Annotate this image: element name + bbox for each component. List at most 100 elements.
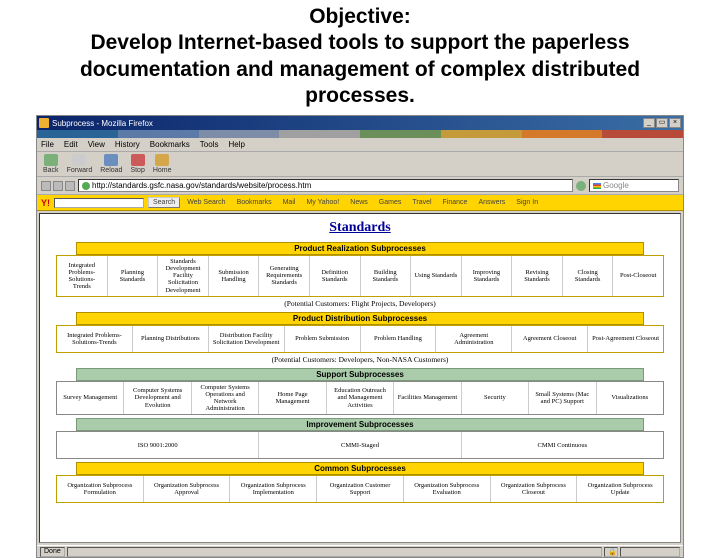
process-cell[interactable]: CMMI Continuous <box>462 432 663 458</box>
status-done: Done <box>40 547 65 557</box>
menu-edit[interactable]: Edit <box>64 140 78 149</box>
search-field[interactable]: Google <box>589 179 679 192</box>
menu-view[interactable]: View <box>88 140 105 149</box>
process-cell[interactable]: Organization Subprocess Closeout <box>491 476 578 502</box>
process-cell[interactable]: CMMI-Staged <box>259 432 461 458</box>
sections-container: Product Realization SubprocessesIntegrat… <box>46 242 674 503</box>
window-title: Subprocess - Mozilla Firefox <box>52 119 643 128</box>
firefox-icon <box>39 118 49 128</box>
section-header: Common Subprocesses <box>76 462 644 475</box>
process-cell[interactable]: Post-Closeout <box>613 256 663 296</box>
process-cell[interactable]: Small Systems (Mac and PC) Support <box>529 382 596 415</box>
section-header: Product Realization Subprocesses <box>76 242 644 255</box>
process-cell[interactable]: Closing Standards <box>563 256 614 296</box>
maximize-button[interactable]: ▭ <box>656 118 668 128</box>
process-cell[interactable]: Organization Subprocess Formulation <box>57 476 144 502</box>
forward-button[interactable]: Forward <box>65 154 95 174</box>
status-spacer <box>67 547 602 557</box>
section-footnote: (Potential Customers: Flight Projects, D… <box>46 299 674 308</box>
process-cell[interactable]: Integrated Problems-Solutions-Trends <box>57 326 133 352</box>
process-cell[interactable]: Organization Subprocess Update <box>577 476 663 502</box>
close-button[interactable]: × <box>669 118 681 128</box>
process-cell[interactable]: Integrated Problems-Solutions-Trends <box>57 256 108 296</box>
address-bar: http://standards.gsfc.nasa.gov/standards… <box>37 177 683 195</box>
yahoo-item[interactable]: Mail <box>280 199 299 206</box>
yahoo-item[interactable]: Sign In <box>513 199 541 206</box>
process-cell[interactable]: Building Standards <box>361 256 412 296</box>
yahoo-item[interactable]: Web Search <box>184 199 228 206</box>
process-cell[interactable]: Problem Submission <box>285 326 361 352</box>
process-cell[interactable]: Organization Subprocess Approval <box>144 476 231 502</box>
process-cell[interactable]: Facilities Management <box>394 382 461 415</box>
process-cell[interactable]: Generating Requirements Standards <box>259 256 310 296</box>
process-cell[interactable]: Planning Distributions <box>133 326 209 352</box>
menu-help[interactable]: Help <box>228 140 244 149</box>
section-row: Survey ManagementComputer Systems Develo… <box>56 381 664 416</box>
yahoo-item[interactable]: Bookmarks <box>234 199 275 206</box>
browser-window: Subprocess - Mozilla Firefox _ ▭ × File E… <box>36 115 684 558</box>
reload-button[interactable]: Reload <box>98 154 124 174</box>
process-cell[interactable]: Visualizations <box>597 382 663 415</box>
process-cell[interactable]: Distribution Facility Solicitation Devel… <box>209 326 285 352</box>
yahoo-item[interactable]: News <box>347 199 371 206</box>
section-header: Product Distribution Subprocesses <box>76 312 644 325</box>
decoration-colorbar <box>37 130 683 138</box>
home-button[interactable]: Home <box>151 154 174 174</box>
search-placeholder: Google <box>603 181 629 190</box>
status-zone <box>620 547 680 557</box>
yahoo-item[interactable]: Finance <box>440 199 471 206</box>
nav-toolbar: BackForwardReloadStop Home <box>37 152 683 177</box>
minimize-button[interactable]: _ <box>643 118 655 128</box>
title-line-2: Develop Internet-based tools to support … <box>40 30 680 109</box>
process-cell[interactable]: Revising Standards <box>512 256 563 296</box>
process-cell[interactable]: Problem Handling <box>361 326 437 352</box>
section-header: Support Subprocesses <box>76 368 644 381</box>
page-title: Standards <box>46 220 674 236</box>
process-cell[interactable]: ISO 9001:2000 <box>57 432 259 458</box>
site-icon <box>82 182 90 190</box>
status-bar: Done 🔒 <box>37 545 683 557</box>
process-cell[interactable]: Home Page Management <box>259 382 326 415</box>
bookmark-icons <box>41 181 75 191</box>
yahoo-item[interactable]: Travel <box>409 199 434 206</box>
stop-button[interactable]: Stop <box>128 154 146 174</box>
process-cell[interactable]: Standards Development Facility Solicitat… <box>158 256 209 296</box>
slide-title: Objective: Develop Internet-based tools … <box>0 0 720 115</box>
titlebar: Subprocess - Mozilla Firefox _ ▭ × <box>37 116 683 130</box>
process-cell[interactable]: Organization Customer Support <box>317 476 404 502</box>
process-cell[interactable]: Organization Subprocess Evaluation <box>404 476 491 502</box>
process-cell[interactable]: Post-Agreement Closeout <box>588 326 663 352</box>
go-button[interactable] <box>576 181 586 191</box>
yahoo-item[interactable]: My Yahoo! <box>303 199 342 206</box>
section-header: Improvement Subprocesses <box>76 418 644 431</box>
back-button[interactable]: Back <box>41 154 61 174</box>
yahoo-search-button[interactable]: Search <box>148 197 180 208</box>
process-cell[interactable]: Survey Management <box>57 382 124 415</box>
process-cell[interactable]: Definition Standards <box>310 256 361 296</box>
menu-tools[interactable]: Tools <box>200 140 219 149</box>
process-cell[interactable]: Education Outreach and Management Activi… <box>327 382 394 415</box>
menu-file[interactable]: File <box>41 140 54 149</box>
process-cell[interactable]: Computer Systems Operations and Network … <box>192 382 259 415</box>
yahoo-item[interactable]: Answers <box>475 199 508 206</box>
process-cell[interactable]: Agreement Administration <box>436 326 512 352</box>
menubar: File Edit View History Bookmarks Tools Help <box>37 138 683 152</box>
section-row: ISO 9001:2000CMMI-StagedCMMI Continuous <box>56 431 664 459</box>
yahoo-item[interactable]: Games <box>376 199 405 206</box>
process-cell[interactable]: Security <box>462 382 529 415</box>
menu-bookmarks[interactable]: Bookmarks <box>150 140 190 149</box>
url-field[interactable]: http://standards.gsfc.nasa.gov/standards… <box>78 179 573 192</box>
process-cell[interactable]: Improving Standards <box>462 256 513 296</box>
yahoo-logo-icon: Y! <box>41 198 50 208</box>
process-cell[interactable]: Agreement Closeout <box>512 326 588 352</box>
process-cell[interactable]: Planning Standards <box>108 256 159 296</box>
page-content: Standards Product Realization Subprocess… <box>39 213 681 543</box>
status-security-icon: 🔒 <box>604 547 618 557</box>
yahoo-search-input[interactable] <box>54 198 144 208</box>
process-cell[interactable]: Computer Systems Development and Evoluti… <box>124 382 191 415</box>
process-cell[interactable]: Submission Handling <box>209 256 260 296</box>
process-cell[interactable]: Using Standards <box>411 256 462 296</box>
section-row: Integrated Problems-Solutions-TrendsPlan… <box>56 255 664 297</box>
menu-history[interactable]: History <box>115 140 140 149</box>
process-cell[interactable]: Organization Subprocess Implementation <box>230 476 317 502</box>
